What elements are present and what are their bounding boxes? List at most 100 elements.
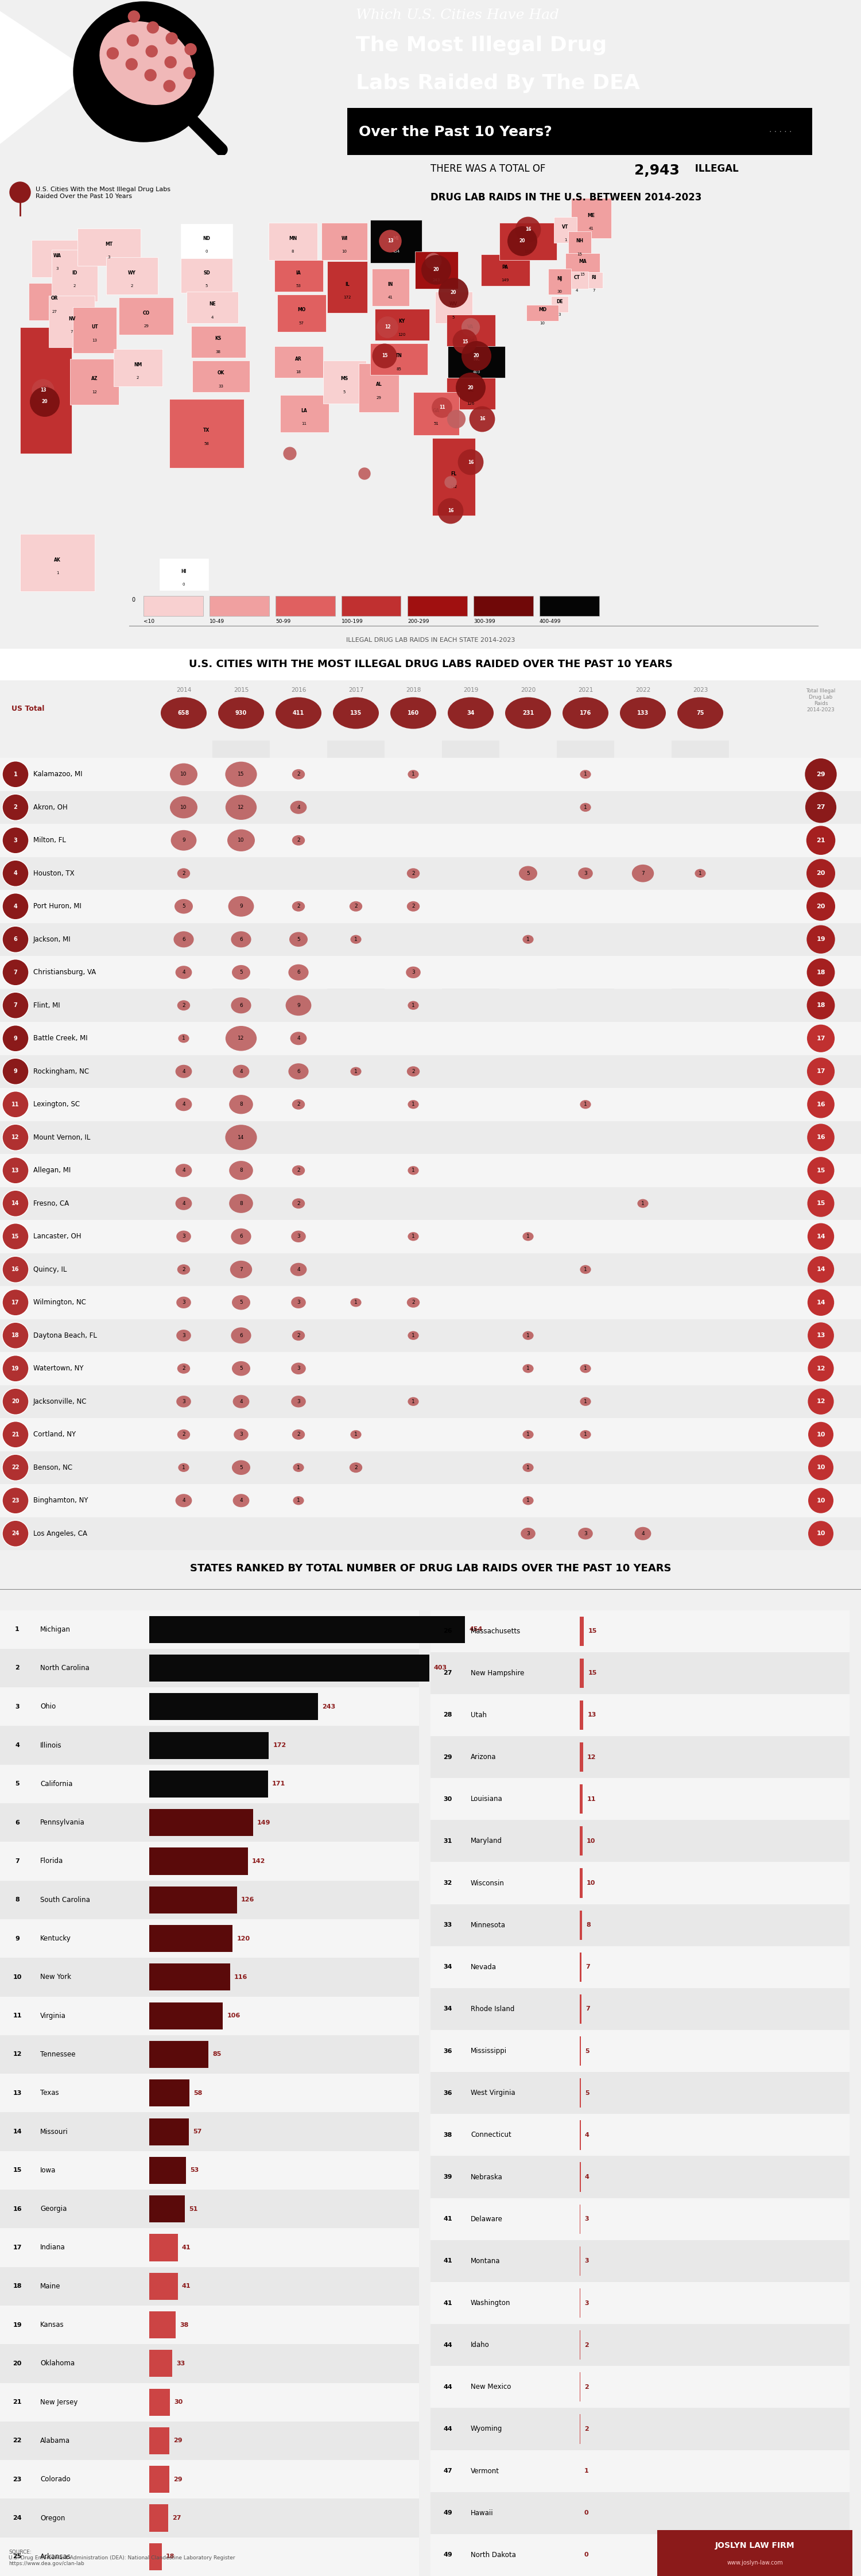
Text: 33: 33 (177, 2360, 185, 2367)
Bar (274, 345, 323, 379)
Text: 3: 3 (182, 1399, 185, 1404)
Text: Illinois: Illinois (40, 1741, 62, 1749)
Circle shape (32, 379, 54, 402)
Text: CT: CT (573, 276, 580, 281)
Bar (499, 222, 557, 260)
Circle shape (376, 317, 399, 337)
Text: 11: 11 (301, 422, 307, 425)
Circle shape (808, 1190, 834, 1216)
Text: 38: 38 (180, 2321, 189, 2329)
Ellipse shape (408, 1100, 418, 1108)
Text: OH: OH (432, 265, 440, 270)
Circle shape (444, 477, 456, 489)
Text: Quincy, IL: Quincy, IL (34, 1265, 67, 1273)
Text: 49: 49 (443, 2553, 452, 2558)
Ellipse shape (523, 1430, 534, 1440)
Text: 4: 4 (585, 2174, 590, 2179)
Text: 2: 2 (182, 1267, 185, 1273)
Text: 2: 2 (182, 1432, 185, 1437)
Ellipse shape (291, 1396, 306, 1406)
Ellipse shape (523, 935, 534, 943)
Text: 400-499: 400-499 (540, 618, 561, 623)
Circle shape (164, 80, 175, 93)
Text: 12: 12 (12, 1133, 19, 1141)
Circle shape (807, 992, 835, 1020)
Text: Nebraska: Nebraska (471, 2174, 503, 2182)
Text: 2: 2 (182, 1365, 185, 1370)
Bar (149, 2156, 186, 2184)
Text: 4: 4 (14, 904, 17, 909)
Text: Texas: Texas (40, 2089, 59, 2097)
Text: Massachusetts: Massachusetts (471, 1628, 521, 1636)
Text: AZ: AZ (91, 376, 98, 381)
Bar (430, 2491, 850, 2535)
Text: 1: 1 (15, 1625, 20, 1633)
Text: Iowa: Iowa (40, 2166, 56, 2174)
Text: 1: 1 (412, 1002, 415, 1007)
Bar (0, 1087, 861, 1121)
Ellipse shape (232, 1064, 250, 1077)
Text: 5: 5 (15, 1780, 20, 1788)
Text: 3: 3 (526, 1530, 530, 1535)
Bar (149, 1963, 230, 1991)
Bar (149, 2311, 176, 2339)
Text: WA: WA (53, 252, 61, 258)
Text: 1: 1 (526, 1499, 530, 1504)
Text: West Virginia: West Virginia (471, 2089, 515, 2097)
Text: 41: 41 (182, 2244, 191, 2251)
Text: 9: 9 (14, 1069, 17, 1074)
Ellipse shape (176, 1097, 192, 1110)
Text: 4: 4 (15, 1741, 20, 1749)
Ellipse shape (350, 1066, 362, 1077)
Text: 17: 17 (13, 2244, 22, 2251)
Bar (430, 2282, 850, 2324)
Text: 142: 142 (449, 484, 457, 489)
Ellipse shape (523, 1463, 534, 1471)
Text: 6: 6 (239, 1002, 243, 1007)
Text: Allegan, MI: Allegan, MI (34, 1167, 71, 1175)
Text: NJ: NJ (557, 276, 562, 281)
Text: 15: 15 (580, 273, 585, 276)
Ellipse shape (232, 1296, 251, 1309)
Text: 4: 4 (182, 1103, 185, 1108)
Text: 1: 1 (526, 1432, 530, 1437)
Bar (579, 1659, 584, 1687)
Text: 2: 2 (297, 1103, 300, 1108)
Text: 57: 57 (299, 322, 304, 325)
Text: 19: 19 (13, 2321, 22, 2329)
Text: 29: 29 (173, 2476, 183, 2483)
Text: Houston, TX: Houston, TX (34, 871, 74, 876)
Bar (209, 595, 269, 616)
Text: PA: PA (502, 265, 508, 270)
Text: 3: 3 (182, 1234, 185, 1239)
Text: 5: 5 (585, 2089, 590, 2097)
Bar (435, 291, 472, 322)
Text: 171: 171 (42, 399, 50, 402)
Ellipse shape (226, 1025, 257, 1051)
Text: 41: 41 (443, 2300, 452, 2306)
Text: 58: 58 (194, 2089, 202, 2097)
Text: 14: 14 (816, 1267, 826, 1273)
Bar (106, 258, 158, 294)
Bar (430, 2115, 850, 2156)
Text: 2: 2 (297, 1167, 300, 1172)
Text: 7: 7 (14, 969, 17, 976)
Bar (20, 327, 71, 453)
Text: Daytona Beach, FL: Daytona Beach, FL (34, 1332, 97, 1340)
Text: 3: 3 (239, 1432, 243, 1437)
Text: OR: OR (51, 296, 58, 301)
Circle shape (437, 497, 463, 523)
Bar (327, 260, 368, 312)
Text: 160: 160 (407, 711, 419, 716)
Text: UT: UT (91, 325, 98, 330)
Ellipse shape (350, 1430, 362, 1440)
Bar (579, 1785, 583, 1814)
Ellipse shape (408, 1167, 418, 1175)
Text: 142: 142 (252, 1857, 265, 1865)
Text: 1: 1 (526, 1234, 530, 1239)
Bar (149, 1847, 248, 1875)
Text: 0: 0 (584, 2553, 588, 2558)
Text: RI: RI (592, 276, 597, 281)
Ellipse shape (580, 770, 591, 778)
Text: 7: 7 (239, 1267, 243, 1273)
